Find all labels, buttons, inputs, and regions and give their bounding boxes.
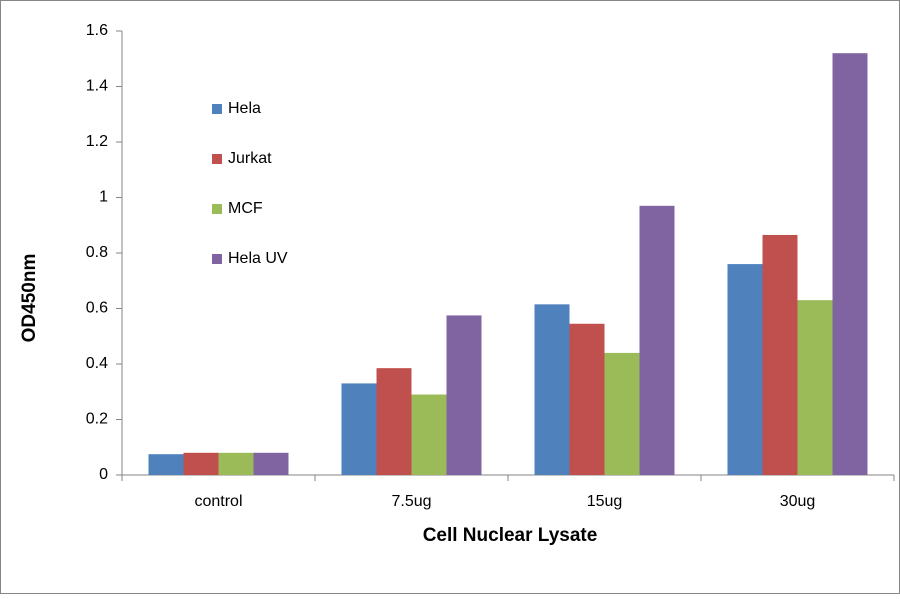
bar (569, 323, 605, 475)
y-tick-label: 0.4 (86, 355, 108, 372)
x-tick-label: control (194, 493, 242, 510)
bar (639, 205, 675, 475)
bar (797, 300, 833, 475)
bar (183, 452, 219, 475)
bar (534, 304, 570, 475)
y-tick-label: 1 (99, 189, 108, 206)
y-tick-label: 0.6 (86, 300, 108, 317)
y-tick-label: 0.2 (86, 411, 108, 428)
bar (218, 452, 254, 475)
legend-swatch (212, 254, 222, 264)
y-tick-label: 0 (99, 466, 108, 483)
legend-label: Jurkat (228, 150, 272, 167)
bar (727, 264, 763, 475)
legend-swatch (212, 204, 222, 214)
x-tick-label: 7.5ug (391, 493, 431, 510)
x-axis-title: Cell Nuclear Lysate (423, 525, 598, 546)
bar (341, 383, 377, 475)
bar (832, 53, 868, 475)
legend-label: MCF (228, 200, 263, 217)
bar (604, 352, 640, 475)
bar (253, 452, 289, 475)
bar (446, 315, 482, 475)
bar (762, 234, 798, 475)
x-tick-label: 30ug (780, 493, 816, 510)
bar (411, 394, 447, 475)
legend-label: Hela (228, 100, 261, 117)
y-tick-label: 1.4 (86, 78, 108, 95)
bar (376, 368, 412, 475)
legend-swatch (212, 154, 222, 164)
y-tick-label: 1.6 (86, 22, 108, 39)
bar (148, 454, 184, 475)
legend-label: Hela UV (228, 250, 288, 267)
x-tick-label: 15ug (587, 493, 623, 510)
legend-swatch (212, 104, 222, 114)
y-tick-label: 0.8 (86, 244, 108, 261)
y-axis-title: OD450nm (19, 254, 40, 343)
y-tick-label: 1.2 (86, 133, 108, 150)
